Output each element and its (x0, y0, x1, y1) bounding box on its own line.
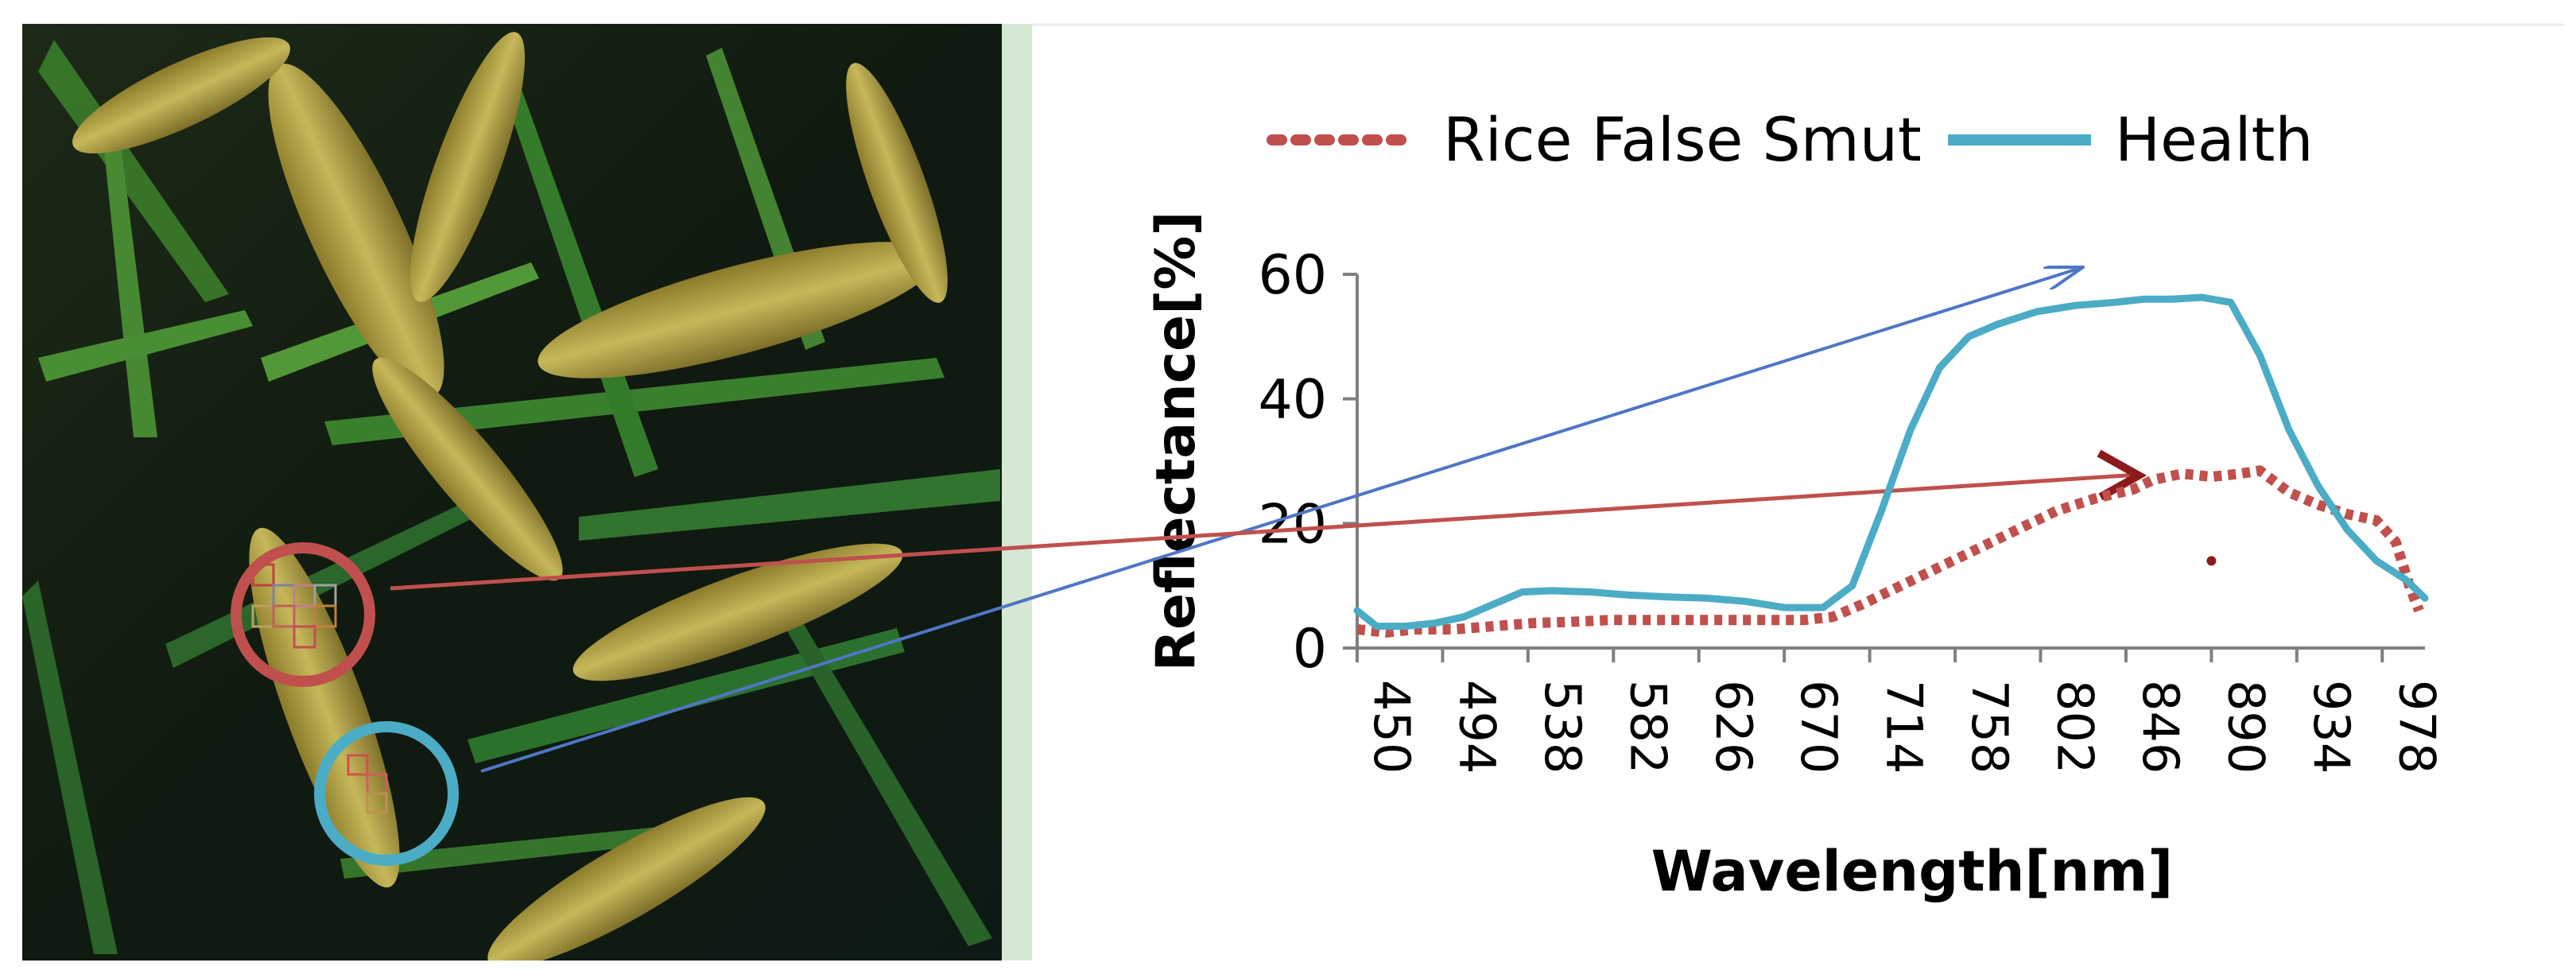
rice-panicle-illustration (22, 24, 1002, 961)
y-tick-label: 40 (1258, 369, 1327, 432)
y-tick-label: 60 (1258, 244, 1327, 307)
x-tick-label: 714 (1876, 680, 1934, 774)
legend: Rice False Smut Health (1267, 104, 2314, 175)
health-connector-arrow (480, 267, 2083, 773)
series-line-rice-false-smut (1356, 465, 2424, 638)
stray-data-point (2206, 556, 2217, 566)
x-tick-label: 934 (2302, 680, 2361, 774)
x-tick-label: 978 (2388, 680, 2446, 774)
x-tick-label: 758 (1961, 680, 2019, 774)
health-marker (314, 721, 459, 866)
x-ticks: 450 494 538 582 626 670 714 758 802 846 890 934 978 (1356, 648, 2446, 774)
series-layer (1353, 293, 2429, 638)
rice-field-photo (22, 24, 1002, 961)
y-axis-title: Reflectance[%] (1145, 212, 1208, 672)
x-tick-label: 802 (2046, 680, 2105, 774)
disease-connector-arrow (390, 472, 2140, 591)
panicle-group (72, 32, 948, 961)
x-tick-label: 846 (2132, 680, 2190, 774)
x-tick-label: 626 (1705, 680, 1763, 774)
legend-label-rice-false-smut: Rice False Smut (1443, 104, 1922, 175)
panel-divider-strip (1002, 24, 1032, 961)
rice-false-smut-marker (231, 542, 375, 687)
legend-label-health: Health (2115, 104, 2314, 175)
x-tick-label: 450 (1363, 680, 1421, 774)
x-axis-title: Wavelength[nm] (1651, 839, 2174, 904)
disease-arrow-head (2097, 449, 2147, 501)
x-tick-label: 670 (1790, 680, 1848, 774)
x-tick-label: 538 (1534, 680, 1592, 774)
x-tick-label: 890 (2217, 680, 2275, 774)
x-tick-label: 494 (1448, 680, 1506, 774)
x-tick-label: 582 (1619, 680, 1677, 774)
series-line-health (1353, 293, 2429, 631)
sample-grid-disease (251, 563, 337, 649)
y-tick-label: 0 (1293, 618, 1327, 681)
sample-grid-health (347, 754, 388, 814)
